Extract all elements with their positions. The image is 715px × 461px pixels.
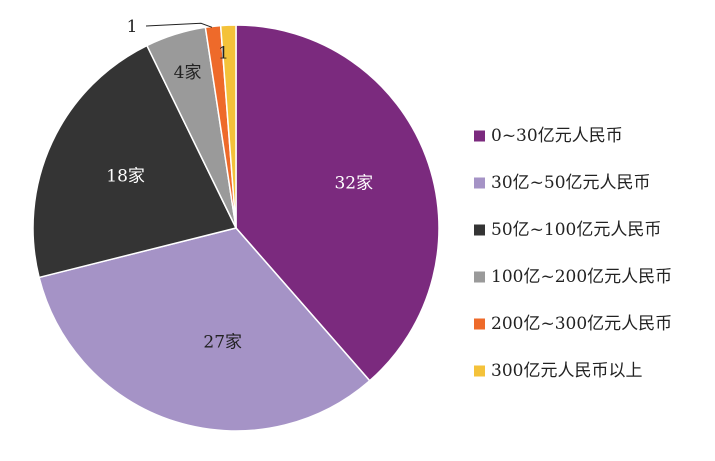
legend-swatch-2 xyxy=(474,177,485,189)
legend-label-2: 30亿~50亿元人民币 xyxy=(491,173,651,193)
legend-swatch-5 xyxy=(474,318,485,330)
legend-item-2: 30亿~50亿元人民币 xyxy=(474,173,651,193)
pie-data-labels: 32家 27家 18家 4家 1 1 xyxy=(106,17,373,353)
legend-item-6: 300亿元人民币以上 xyxy=(474,361,642,381)
pie-data-label-5: 1 xyxy=(127,17,138,37)
legend-swatch-6 xyxy=(474,365,485,377)
legend-label-4: 100亿~200亿元人民币 xyxy=(491,267,672,287)
pie-slice-2 xyxy=(38,227,371,432)
legend-swatch-1 xyxy=(474,130,485,142)
legend-label-5: 200亿~300亿元人民币 xyxy=(491,314,672,334)
pie-slices xyxy=(32,24,440,432)
legend-item-3: 50亿~100亿元人民币 xyxy=(474,220,661,240)
pie-slice-1 xyxy=(235,24,440,382)
legend-item-5: 200亿~300亿元人民币 xyxy=(474,314,672,334)
pie-data-label-4: 4家 xyxy=(174,63,202,83)
legend-swatch-3 xyxy=(474,224,485,236)
legend-label-1: 0~30亿元人民币 xyxy=(491,126,623,146)
pie-leader-line-5 xyxy=(145,22,213,28)
legend: 0~30亿元人民币 30亿~50亿元人民币 50亿~100亿元人民币 100亿~200… xyxy=(474,126,672,381)
legend-item-1: 0~30亿元人民币 xyxy=(474,126,623,146)
legend-item-4: 100亿~200亿元人民币 xyxy=(474,267,672,287)
pie-slice-6 xyxy=(219,24,237,229)
pie-data-label-3: 18家 xyxy=(106,167,145,187)
pie-slice-3 xyxy=(32,44,237,279)
pie-data-label-1: 32家 xyxy=(334,174,373,194)
legend-swatch-4 xyxy=(474,271,485,283)
pie-data-label-2: 27家 xyxy=(203,333,242,353)
legend-label-3: 50亿~100亿元人民币 xyxy=(491,220,661,240)
legend-label-6: 300亿元人民币以上 xyxy=(491,361,642,381)
pie-data-label-6: 1 xyxy=(218,44,229,64)
